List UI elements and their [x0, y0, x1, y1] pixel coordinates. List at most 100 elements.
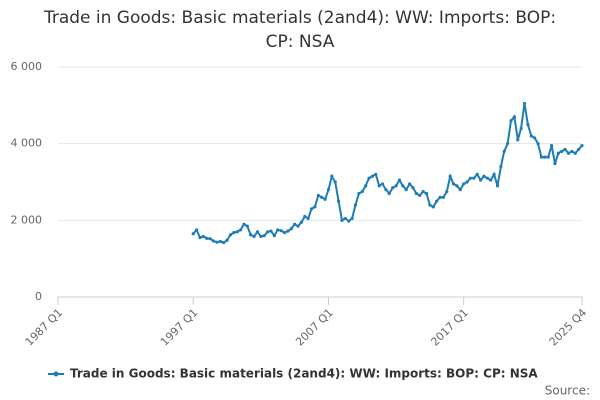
- data-point: [462, 182, 466, 186]
- data-point: [445, 189, 449, 194]
- data-point: [252, 234, 256, 239]
- data-point: [465, 180, 469, 184]
- data-point: [222, 240, 226, 245]
- data-point: [407, 182, 412, 186]
- data-point: [211, 239, 216, 243]
- data-point: [367, 176, 371, 180]
- data-point: [472, 176, 476, 180]
- data-point: [225, 238, 229, 242]
- data-point: [330, 174, 334, 178]
- data-point: [435, 199, 439, 203]
- data-point: [333, 180, 337, 184]
- data-point: [431, 205, 435, 209]
- data-point: [255, 230, 260, 234]
- data-point: [313, 205, 317, 209]
- data-point: [441, 195, 445, 199]
- data-point: [492, 172, 496, 176]
- data-point: [208, 237, 212, 241]
- data-point: [276, 228, 280, 232]
- data-point: [238, 228, 243, 232]
- data-point: [286, 229, 290, 233]
- data-point: [266, 230, 270, 234]
- data-point: [506, 142, 510, 146]
- x-tick-label: 2017 Q1: [428, 306, 471, 349]
- y-tick-label: 6 000: [11, 60, 43, 73]
- data-point: [509, 119, 513, 123]
- data-point: [336, 199, 341, 203]
- y-tick-label: 2 000: [11, 213, 43, 226]
- data-point: [249, 233, 253, 237]
- data-point: [364, 184, 368, 188]
- data-point: [566, 151, 571, 155]
- data-point: [411, 186, 415, 190]
- data-point: [293, 222, 297, 226]
- x-tick-label: 2025 Q4: [547, 306, 590, 349]
- data-point: [316, 193, 320, 198]
- data-point: [232, 231, 236, 235]
- data-point: [414, 191, 418, 196]
- data-point: [556, 151, 560, 155]
- data-point: [560, 149, 564, 153]
- legend-marker: [53, 371, 59, 377]
- data-point: [279, 229, 283, 233]
- data-point: [451, 182, 456, 186]
- data-point: [502, 149, 506, 153]
- data-point: [570, 149, 574, 153]
- data-point: [269, 229, 273, 233]
- data-point: [282, 231, 287, 235]
- data-point: [215, 240, 219, 244]
- source: Source:: [545, 384, 590, 398]
- data-point: [262, 234, 266, 238]
- data-point: [191, 232, 195, 236]
- data-point: [580, 143, 584, 148]
- x-tick-label: 1997 Q1: [158, 306, 201, 349]
- data-point: [245, 224, 249, 228]
- data-point: [458, 188, 462, 192]
- y-tick-label: 0: [35, 290, 42, 303]
- data-point: [448, 174, 452, 178]
- data-point: [235, 230, 239, 234]
- data-point: [438, 195, 442, 199]
- data-point: [272, 234, 276, 238]
- data-point: [205, 236, 209, 240]
- data-point: [343, 216, 347, 221]
- data-point: [306, 216, 310, 221]
- data-point: [296, 224, 300, 228]
- data-point: [546, 155, 550, 159]
- chart-title: Trade in Goods: Basic materials (2and4):…: [43, 8, 557, 52]
- data-point: [323, 197, 327, 201]
- data-point: [455, 184, 459, 188]
- data-point: [418, 193, 422, 198]
- data-point: [377, 184, 381, 188]
- data-point: [421, 189, 425, 194]
- data-point: [374, 172, 378, 176]
- data-point: [495, 184, 500, 188]
- data-point: [259, 234, 263, 239]
- data-point: [553, 162, 557, 166]
- data-point: [424, 191, 429, 196]
- data-point: [347, 219, 351, 223]
- data-point: [289, 227, 293, 231]
- data-point: [401, 184, 405, 188]
- data-point: [468, 176, 473, 180]
- data-point: [573, 151, 577, 155]
- data-point: [201, 234, 205, 239]
- data-point: [394, 184, 398, 188]
- data-point: [539, 155, 544, 159]
- data-point: [391, 186, 395, 190]
- data-point: [577, 147, 581, 152]
- data-point: [533, 136, 537, 140]
- data-point: [303, 214, 307, 219]
- data-point: [195, 228, 199, 232]
- data-point: [350, 216, 354, 221]
- x-tick-label: 2007 Q1: [293, 306, 336, 349]
- series-line: [192, 103, 583, 244]
- x-tick-label: 1987 Q1: [23, 306, 66, 349]
- data-point: [242, 222, 246, 226]
- data-point: [478, 178, 483, 182]
- data-point: [228, 233, 233, 237]
- data-point: [549, 143, 554, 148]
- data-point: [360, 189, 364, 194]
- data-point: [384, 188, 388, 192]
